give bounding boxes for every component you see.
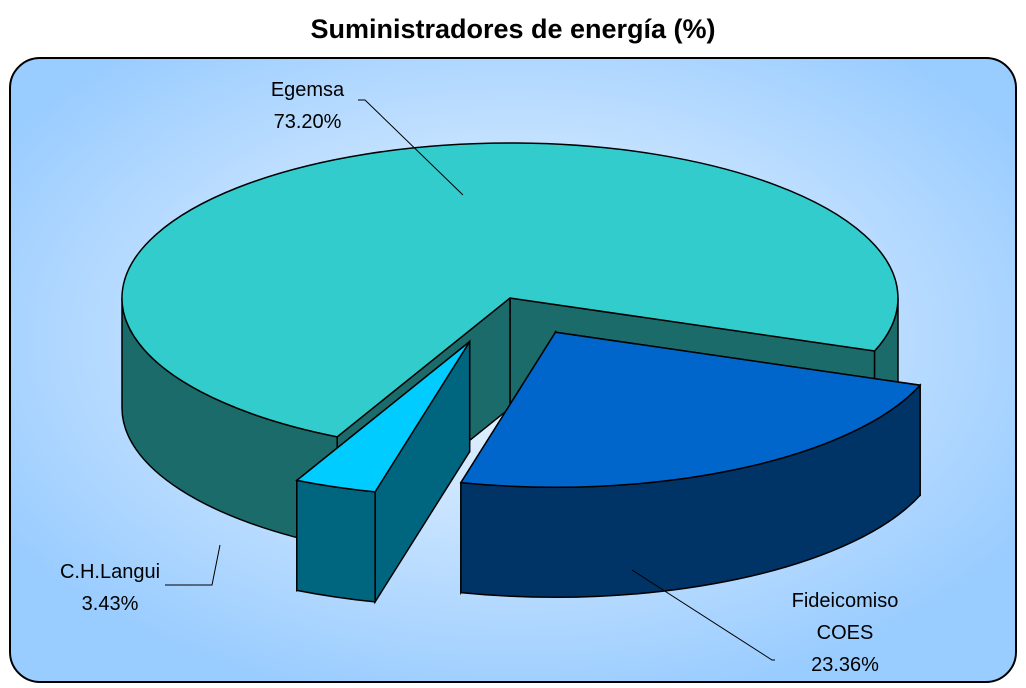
- pie-slice: [295, 341, 471, 493]
- leader-line: [631, 569, 775, 661]
- pie-slice: [121, 142, 899, 438]
- slice-side: [296, 479, 376, 603]
- slice-label: Fideicomiso COES: [791, 590, 899, 644]
- leader-line: [165, 544, 221, 586]
- slice-label: C.H.Langui: [59, 561, 161, 583]
- slice-value-label: 73.20%: [273, 111, 342, 133]
- slice-value-label: 23.36%: [811, 654, 879, 676]
- leader-line: [358, 99, 464, 196]
- pie: [121, 99, 922, 661]
- slice-value-label: 3.43%: [81, 593, 139, 615]
- pie-slice: [459, 331, 922, 489]
- slice-label: Egemsa: [270, 79, 345, 101]
- chart-title: Suministradores de energía (%): [310, 14, 716, 44]
